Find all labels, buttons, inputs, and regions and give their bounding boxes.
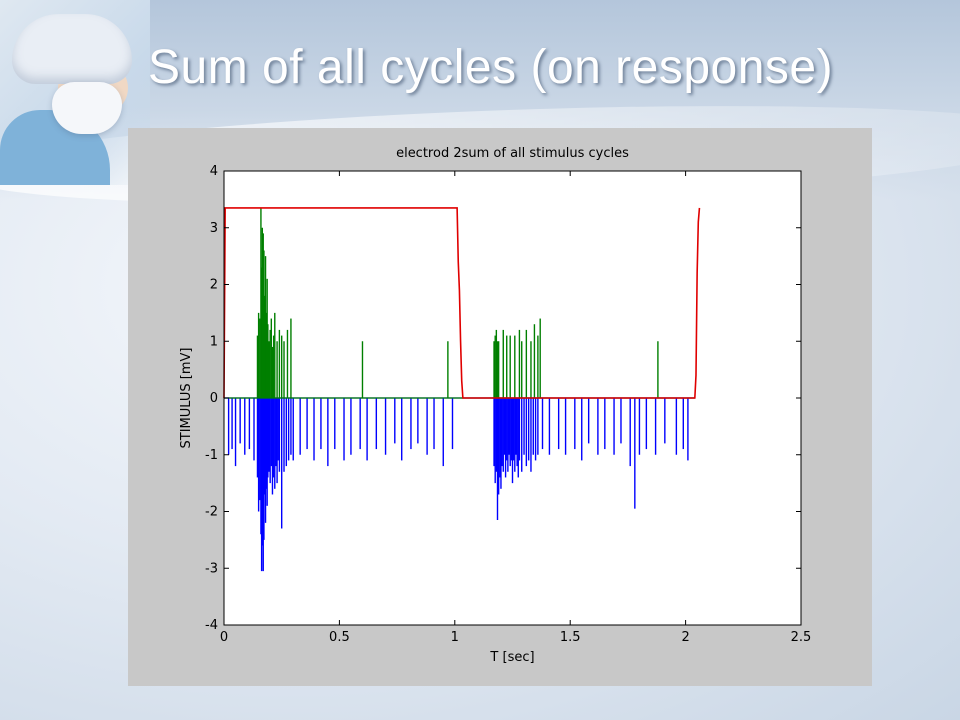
y-tick-label: 1 — [210, 334, 218, 349]
y-tick-label: -4 — [205, 618, 218, 633]
chart-title: electrod 2sum of all stimulus cycles — [396, 146, 629, 161]
y-tick-label: 4 — [210, 164, 218, 179]
figure-panel: 0 0.5 1 1.5 2 2.5 4 3 2 1 0 -1 -2 -3 -4 electrod 2sum … — [128, 128, 872, 686]
y-tick-label: 0 — [210, 391, 218, 406]
x-tick-label: 2 — [681, 630, 689, 645]
x-tick-label: 0.5 — [329, 630, 350, 645]
x-tick-label: 0 — [220, 630, 228, 645]
y-axis-label: STIMULUS [mV] — [179, 348, 194, 449]
surgical-cap — [12, 14, 132, 84]
chart: 0 0.5 1 1.5 2 2.5 4 3 2 1 0 -1 -2 -3 -4 electrod 2sum … — [179, 146, 811, 665]
y-tick-label: -2 — [205, 505, 218, 520]
tick-layer: 0 0.5 1 1.5 2 2.5 4 3 2 1 0 -1 -2 -3 -4 — [205, 164, 811, 645]
y-tick-label: 2 — [210, 278, 218, 293]
x-tick-label: 1 — [451, 630, 459, 645]
series-layer — [223, 207, 701, 572]
x-tick-label: 1.5 — [560, 630, 581, 645]
surgical-mask — [52, 82, 122, 134]
x-tick-label: 2.5 — [791, 630, 812, 645]
y-tick-label: 3 — [210, 221, 218, 236]
slide-title: Sum of all cycles (on response) — [148, 41, 834, 94]
red-stimulus-line — [223, 207, 701, 399]
surgeon-photo — [0, 0, 150, 185]
y-tick-label: -1 — [205, 448, 218, 463]
y-tick-label: -3 — [205, 561, 218, 576]
x-axis-label: T [sec] — [489, 650, 534, 665]
